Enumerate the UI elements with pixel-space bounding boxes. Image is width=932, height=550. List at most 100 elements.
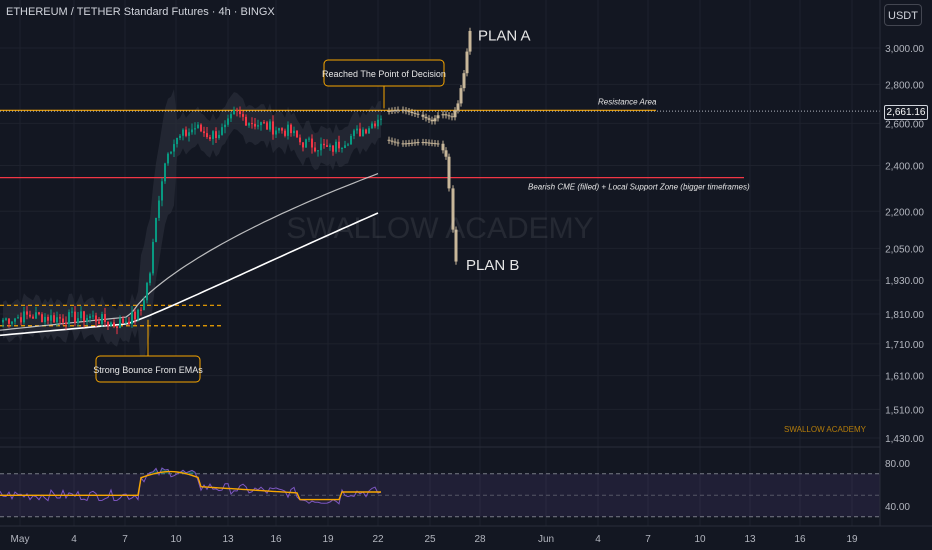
candle-body — [32, 316, 34, 319]
candle-body — [281, 128, 283, 131]
price-tick-label: 1,710.00 — [885, 340, 924, 351]
candle-body — [194, 128, 196, 130]
price-tick-label: 2,600.00 — [885, 119, 924, 130]
candle-body — [257, 125, 259, 127]
projection-body — [450, 116, 454, 118]
projection-body — [416, 113, 420, 115]
projection-body — [393, 141, 397, 143]
candle-body — [77, 318, 79, 323]
candle-body — [17, 317, 19, 319]
candle-body — [23, 311, 25, 323]
chart-labels: Resistance Area Bearish CME (filled) + Lo… — [93, 59, 867, 434]
candle-body — [380, 118, 382, 120]
candle-body — [107, 321, 109, 326]
candle-body — [287, 124, 289, 136]
price-axis-bg — [880, 0, 932, 550]
candle-body — [41, 314, 43, 323]
price-tick-label: 1,810.00 — [885, 310, 924, 321]
candle-body — [116, 326, 118, 328]
date-tick-label: 13 — [744, 534, 756, 545]
candle-body — [353, 130, 355, 136]
date-tick-label: 19 — [322, 534, 334, 545]
projection-body — [444, 150, 448, 157]
projection-body — [456, 103, 460, 111]
projection-body — [447, 156, 451, 189]
candle-body — [320, 143, 322, 151]
candle-body — [206, 133, 208, 138]
candle-body — [368, 128, 370, 134]
projection-body — [441, 143, 445, 151]
candle-body — [131, 311, 133, 325]
candle-body — [302, 142, 304, 148]
rsi-tick-label: 80.00 — [885, 459, 910, 470]
candle-body — [149, 273, 151, 283]
candle-body — [344, 145, 346, 148]
candle-body — [356, 128, 358, 131]
candle-body — [233, 110, 235, 115]
date-tick-label: 13 — [222, 534, 234, 545]
candle-body — [227, 118, 229, 125]
price-tick-label: 2,800.00 — [885, 80, 924, 91]
candle-body — [332, 145, 334, 152]
projection-body — [410, 112, 414, 114]
candle-body — [191, 129, 193, 133]
candle-body — [317, 150, 319, 152]
candle-body — [224, 124, 226, 128]
price-tick-label: 1,930.00 — [885, 276, 924, 287]
candle-body — [236, 110, 238, 112]
chart-title: ETHEREUM / TETHER Standard Futures · 4h … — [6, 6, 275, 18]
candle-body — [104, 314, 106, 322]
candle-body — [323, 143, 325, 146]
projection-body — [436, 115, 440, 119]
projection-body — [421, 142, 425, 144]
rsi-band — [0, 473, 880, 517]
candle-body — [314, 147, 316, 152]
projection-body — [468, 30, 472, 52]
corner-watermark: SWALLOW ACADEMY — [784, 425, 867, 434]
projection-body — [413, 142, 417, 144]
candle-body — [188, 132, 190, 136]
projection-body — [453, 110, 457, 118]
date-tick-label: 16 — [794, 534, 806, 545]
candle-body — [371, 123, 373, 129]
bollinger-band — [3, 89, 381, 372]
candle-body — [128, 321, 130, 325]
candle-body — [140, 309, 142, 311]
candle-body — [101, 314, 103, 324]
date-tick-label: 19 — [846, 534, 858, 545]
candle-body — [71, 311, 73, 313]
candle-body — [95, 315, 97, 322]
projection-body — [421, 114, 425, 117]
currency-button[interactable]: USDT — [884, 4, 922, 26]
candle-body — [350, 135, 352, 145]
date-tick-label: 10 — [170, 534, 182, 545]
candle-body — [269, 121, 271, 130]
candle-body — [29, 314, 31, 317]
candle-body — [254, 123, 256, 127]
projection-body — [459, 88, 463, 104]
candle-body — [308, 138, 310, 140]
candle-body — [146, 282, 148, 301]
projection-body — [407, 143, 411, 145]
candles — [2, 106, 382, 335]
date-tick-label: 22 — [372, 534, 384, 545]
decision-callout-label: Reached The Point of Decision — [322, 69, 446, 79]
projection-body — [387, 110, 391, 112]
candle-body — [176, 137, 178, 145]
projection-body — [401, 143, 405, 145]
candle-body — [125, 321, 127, 323]
candle-body — [203, 131, 205, 134]
projection-body — [407, 111, 411, 113]
candle-body — [158, 200, 160, 218]
candle-body — [26, 311, 28, 315]
candle-body — [305, 139, 307, 148]
price-tick-label: 3,000.00 — [885, 44, 924, 55]
candle-body — [260, 122, 262, 126]
candle-body — [143, 300, 145, 311]
projection-body — [424, 142, 428, 144]
candle-body — [11, 321, 13, 324]
projection-body — [401, 109, 405, 111]
projections: PLAN A PLAN B — [387, 28, 531, 274]
plan-b-label: PLAN B — [466, 257, 519, 274]
